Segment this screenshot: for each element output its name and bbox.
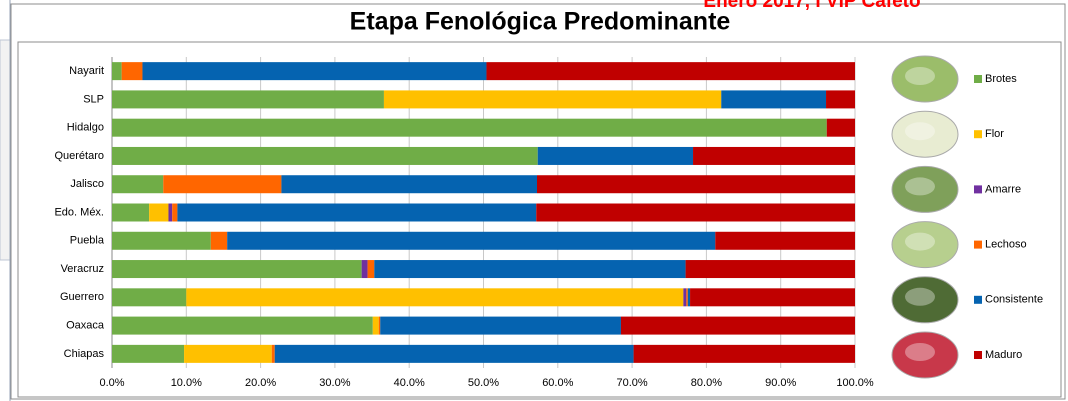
x-tick-label: 60.0% [542, 377, 573, 389]
x-tick-label: 40.0% [394, 377, 425, 389]
bar-segment [486, 62, 855, 81]
x-tick-label: 80.0% [691, 377, 722, 389]
y-tick-label: SLP [83, 93, 104, 105]
x-tick-label: 50.0% [468, 377, 499, 389]
bar-segment [683, 288, 687, 307]
bar-segment [536, 203, 855, 222]
x-tick-label: 20.0% [245, 377, 276, 389]
y-tick-label: Oaxaca [66, 319, 105, 331]
legend-photo [891, 221, 959, 269]
chart-title: Etapa Fenológica Predominante [350, 8, 731, 36]
bar-segment [686, 288, 688, 307]
bar-segment [112, 175, 164, 194]
bar-segment [274, 344, 634, 363]
x-tick-label: 70.0% [616, 377, 647, 389]
y-tick-label: Jalisco [70, 178, 104, 190]
legend-swatch [974, 130, 982, 139]
legend-swatch [974, 185, 982, 194]
x-tick-label: 100.0% [836, 377, 874, 389]
y-tick-label: Hidalgo [67, 122, 104, 134]
bar-segment [163, 175, 282, 194]
bar-segment [210, 231, 228, 250]
y-tick-label: Veracruz [61, 263, 104, 275]
legend-photo-detail [905, 343, 935, 361]
bar-segment [172, 203, 178, 222]
bar-segment [112, 260, 362, 279]
bar-segment [826, 118, 855, 137]
y-tick-label: Querétaro [54, 150, 104, 162]
legend-photo-detail [905, 232, 935, 251]
legend-label: Flor [985, 128, 1004, 140]
bar-segment [112, 62, 122, 81]
bar-segment [142, 62, 487, 81]
legend-swatch [974, 240, 982, 249]
legend-swatch [974, 75, 982, 83]
bar-segment [536, 175, 855, 194]
bar-segment [383, 90, 722, 109]
legend-label: Amarre [985, 183, 1021, 195]
legend-photo [891, 165, 959, 213]
legend-photo-detail [905, 287, 935, 306]
legend-photo [891, 55, 959, 103]
bar-segment [112, 146, 538, 165]
legend-label: Lechoso [985, 239, 1027, 251]
bar-segment [168, 203, 173, 222]
bar-segment [367, 260, 375, 279]
legend-photo [891, 110, 959, 158]
bar-segment [227, 231, 716, 250]
legend-swatch [974, 295, 982, 304]
legend-photo-detail [905, 122, 935, 141]
bar-segment [112, 344, 185, 363]
bar-segment [281, 175, 537, 194]
sheet-edge [0, 39, 11, 261]
y-tick-label: Guerrero [60, 291, 104, 303]
bar-segment [690, 288, 855, 307]
bar-segment [537, 146, 694, 165]
legend-label: Consistente [985, 294, 1043, 306]
y-tick-label: Edo. Méx. [54, 206, 104, 218]
bar-segment [184, 344, 272, 363]
bar-segment [121, 62, 143, 81]
bar-segment [186, 288, 684, 307]
bar-segment [685, 260, 855, 279]
bar-segment [372, 316, 379, 335]
legend-swatch [974, 351, 982, 359]
legend-photo-detail [905, 67, 935, 85]
bar-segment [149, 203, 169, 222]
y-tick-label: Puebla [70, 235, 105, 247]
y-tick-label: Nayarit [69, 65, 104, 77]
x-tick-label: 30.0% [319, 377, 350, 389]
bar-segment [374, 260, 686, 279]
chart-subtitle: Enero 2017, I VIP Cafeto [703, 0, 920, 12]
x-tick-label: 90.0% [765, 377, 796, 389]
bar-segment [112, 231, 211, 250]
bar-segment [378, 316, 381, 335]
bar-segment [271, 344, 275, 363]
x-tick-label: 0.0% [99, 377, 124, 389]
bar-segment [693, 146, 855, 165]
bar-segment [620, 316, 855, 335]
bar-segment [826, 90, 855, 109]
bar-segment [687, 288, 691, 307]
legend-photo-detail [905, 177, 935, 196]
bar-segment [112, 118, 827, 137]
bar-segment [361, 260, 368, 279]
bar-segment [380, 316, 621, 335]
bar-segment [633, 344, 855, 363]
bar-segment [112, 203, 150, 222]
x-tick-label: 10.0% [171, 377, 202, 389]
bar-segment [112, 288, 187, 307]
legend-photo [891, 331, 959, 379]
bar-segment [177, 203, 537, 222]
legend-photo [891, 276, 959, 324]
chart: 0.0% 10.0% 20.0% 30.0% 40.0% 50.0% 60.0% 70.0% 8… [54, 55, 1043, 389]
bar-segment [721, 90, 827, 109]
bar-segment [112, 316, 373, 335]
legend-label: Brotes [985, 73, 1017, 85]
bar-segment [715, 231, 855, 250]
legend-label: Maduro [985, 349, 1022, 361]
bar-segment [112, 90, 384, 109]
y-tick-label: Chiapas [64, 348, 105, 360]
